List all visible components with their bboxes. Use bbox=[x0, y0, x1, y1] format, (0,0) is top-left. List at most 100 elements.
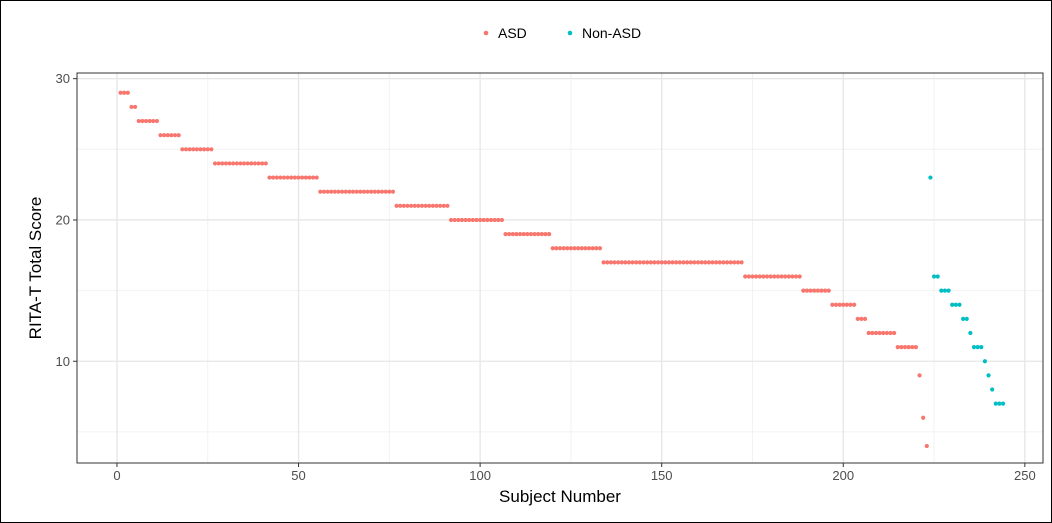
point-non-asd bbox=[935, 274, 940, 279]
point-asd bbox=[147, 118, 152, 124]
point-asd bbox=[779, 274, 784, 279]
point-asd bbox=[281, 175, 287, 180]
point-asd bbox=[256, 161, 261, 166]
point-non-asd bbox=[993, 401, 998, 406]
point-asd bbox=[706, 260, 711, 265]
point-asd bbox=[815, 288, 820, 293]
grid-minor bbox=[77, 73, 1043, 463]
point-non-asd bbox=[968, 330, 973, 336]
point-asd bbox=[852, 302, 857, 307]
point-asd bbox=[499, 217, 504, 223]
point-asd bbox=[877, 330, 882, 336]
point-asd bbox=[568, 246, 573, 251]
point-asd bbox=[223, 161, 228, 166]
point-asd bbox=[732, 260, 737, 265]
point-asd bbox=[456, 217, 461, 223]
point-asd bbox=[154, 118, 159, 124]
point-asd bbox=[837, 302, 842, 307]
point-asd bbox=[750, 274, 755, 279]
point-asd bbox=[819, 288, 824, 293]
point-asd bbox=[612, 260, 617, 265]
point-non-asd bbox=[928, 175, 933, 180]
point-asd bbox=[332, 189, 337, 194]
point-asd bbox=[688, 260, 693, 265]
plot-panel-border bbox=[76, 72, 1044, 464]
point-asd bbox=[547, 231, 552, 237]
point-non-asd bbox=[1000, 401, 1006, 406]
point-asd bbox=[652, 260, 657, 265]
point-asd bbox=[448, 217, 454, 223]
y-tick-label: 20 bbox=[56, 212, 70, 227]
point-asd bbox=[343, 189, 348, 194]
point-asd bbox=[507, 231, 512, 237]
point-asd bbox=[321, 189, 327, 194]
point-non-asd bbox=[990, 387, 995, 392]
point-asd bbox=[198, 147, 203, 152]
point-asd bbox=[634, 260, 639, 265]
point-asd bbox=[830, 302, 835, 307]
point-asd bbox=[379, 189, 385, 194]
point-asd bbox=[441, 203, 446, 208]
point-non-asd bbox=[961, 316, 966, 321]
point-asd bbox=[172, 133, 178, 138]
point-non-asd bbox=[971, 345, 977, 350]
point-asd bbox=[655, 260, 661, 265]
point-asd bbox=[430, 203, 435, 208]
point-asd bbox=[884, 330, 889, 336]
point-asd bbox=[300, 175, 305, 180]
point-asd bbox=[619, 260, 624, 265]
point-asd bbox=[746, 274, 751, 279]
point-asd bbox=[783, 274, 788, 279]
point-asd bbox=[165, 133, 170, 138]
point-asd bbox=[434, 203, 439, 208]
point-asd bbox=[714, 260, 719, 265]
point-asd bbox=[695, 260, 701, 265]
point-asd bbox=[764, 274, 770, 279]
point-asd bbox=[754, 274, 759, 279]
point-asd bbox=[271, 175, 276, 180]
point-asd bbox=[590, 246, 595, 251]
point-asd bbox=[855, 316, 860, 321]
x-axis-title: Subject Number bbox=[499, 487, 621, 506]
point-asd bbox=[158, 133, 163, 138]
legend-marker-asd bbox=[483, 30, 489, 36]
point-asd bbox=[536, 231, 541, 237]
point-asd bbox=[285, 175, 290, 180]
point-asd bbox=[895, 345, 900, 350]
point-non-asd bbox=[946, 288, 951, 293]
point-asd bbox=[212, 161, 218, 166]
point-asd bbox=[532, 231, 537, 237]
point-asd bbox=[873, 330, 879, 336]
point-asd bbox=[797, 274, 802, 279]
point-asd bbox=[314, 175, 319, 180]
point-asd bbox=[710, 260, 715, 265]
point-asd bbox=[136, 118, 141, 124]
point-asd bbox=[586, 246, 592, 251]
point-asd bbox=[241, 161, 247, 166]
point-asd bbox=[234, 161, 239, 166]
point-asd bbox=[670, 260, 675, 265]
point-asd bbox=[641, 260, 646, 265]
point-asd bbox=[910, 345, 915, 350]
point-asd bbox=[692, 260, 697, 265]
point-asd bbox=[724, 260, 730, 265]
point-asd bbox=[826, 288, 831, 293]
point-asd bbox=[550, 246, 555, 251]
point-asd bbox=[808, 288, 813, 293]
point-asd bbox=[743, 274, 748, 279]
point-asd bbox=[677, 260, 682, 265]
point-asd bbox=[387, 189, 392, 194]
point-asd bbox=[761, 274, 766, 279]
legend-label-non-asd: Non-ASD bbox=[582, 25, 641, 41]
point-asd bbox=[227, 161, 232, 166]
point-asd bbox=[125, 90, 130, 95]
point-asd bbox=[492, 217, 497, 223]
point-asd bbox=[881, 330, 886, 336]
point-asd bbox=[140, 118, 145, 124]
point-asd bbox=[645, 260, 650, 265]
point-asd bbox=[278, 175, 283, 180]
point-asd bbox=[717, 260, 722, 265]
point-non-asd bbox=[964, 316, 969, 321]
legend-marker-non-asd bbox=[567, 30, 573, 36]
